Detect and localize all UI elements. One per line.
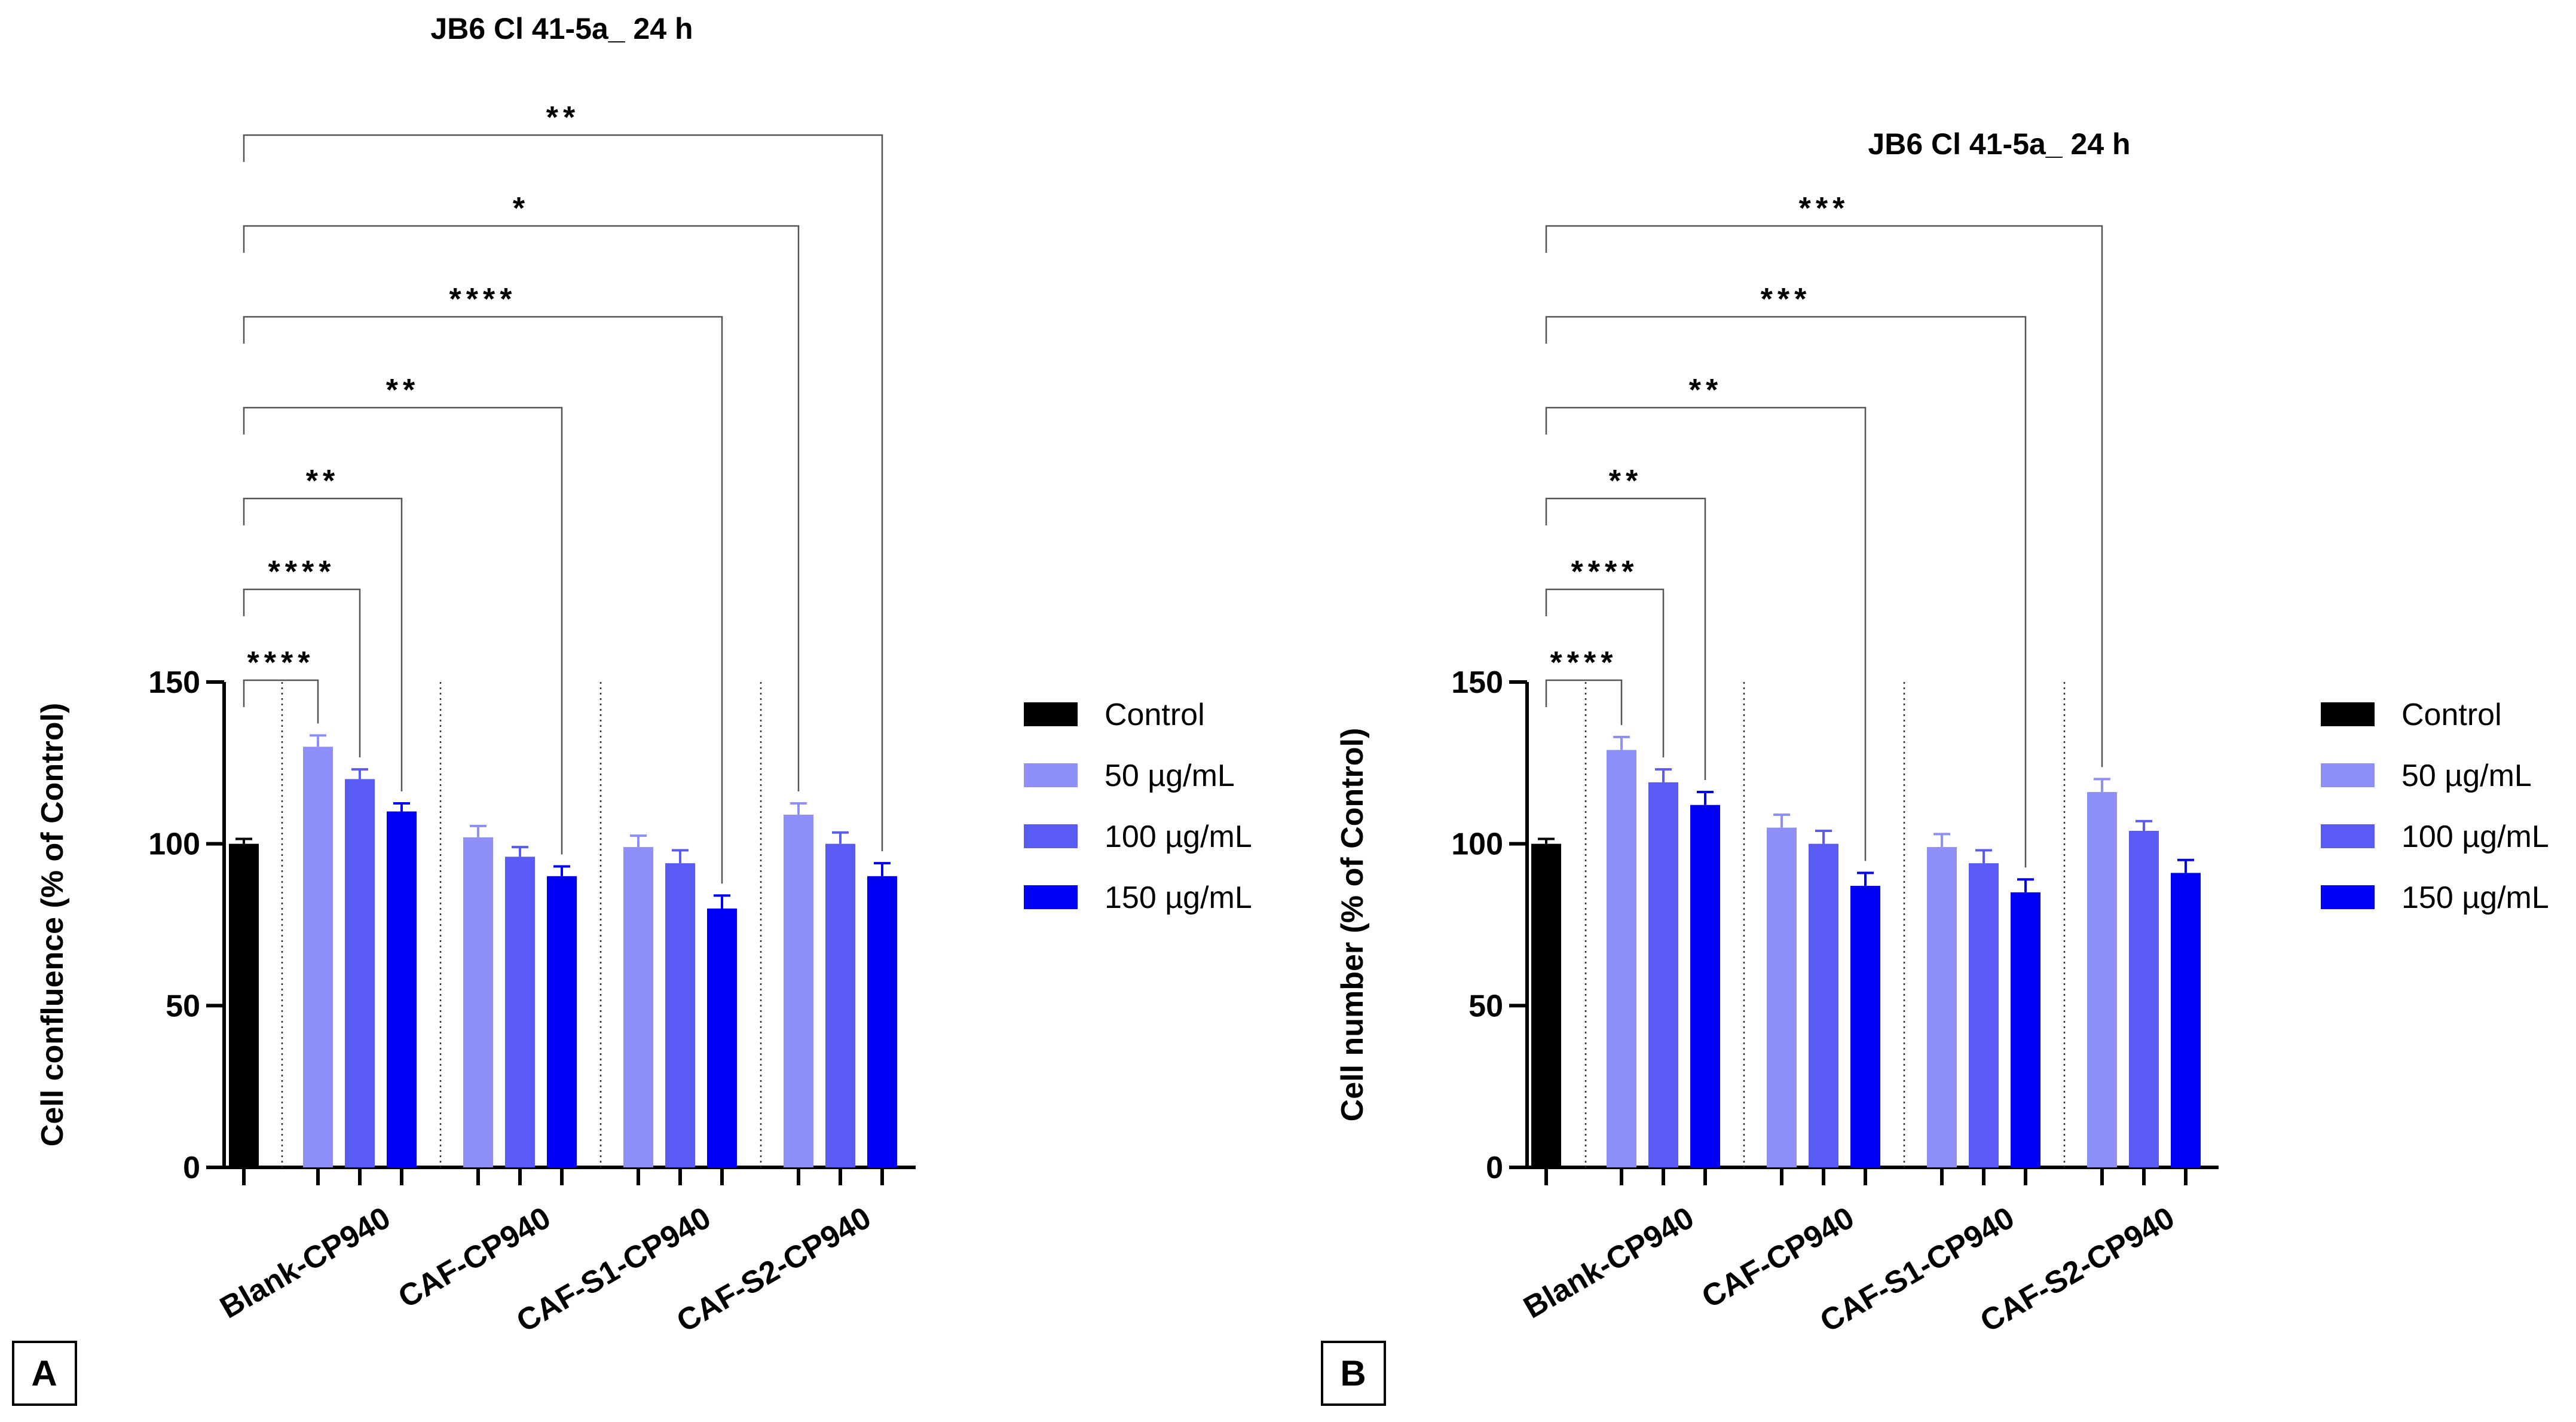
- significance-bracket: [243, 225, 800, 791]
- legend-swatch: [1024, 702, 1078, 726]
- significance-bracket: [1545, 316, 2027, 868]
- significance-bracket: [243, 316, 723, 884]
- panel-label: A: [31, 1353, 57, 1393]
- y-axis-label: Cell number (% of Control): [1335, 728, 1370, 1122]
- legend-entry: Control: [1105, 698, 1205, 732]
- y-tick-label: 100: [1451, 827, 1503, 862]
- x-category-label: Blank-CP940: [1518, 1200, 1700, 1325]
- significance-bracket: [1545, 679, 1623, 726]
- legend-entry: Control: [2401, 698, 2502, 732]
- legend-entry: 100 µg/mL: [1105, 819, 1252, 854]
- bar-caf-s2-cp940-0: [784, 814, 813, 1167]
- bar-caf-s2-cp940-2: [2171, 873, 2201, 1167]
- bar-caf-cp940-0: [1767, 827, 1797, 1167]
- chart-title: JB6 Cl 41-5a_ 24 h: [1868, 127, 2130, 161]
- bar-caf-s2-cp940-0: [2087, 792, 2117, 1167]
- panel-label-box: [1321, 1341, 1386, 1406]
- y-tick-label: 50: [166, 989, 200, 1023]
- significance-bracket: [243, 406, 563, 855]
- significance-label: **: [1609, 464, 1642, 499]
- significance-label: **: [306, 464, 339, 499]
- bar-blank-cp940-2: [1690, 805, 1720, 1167]
- significance-label: *: [513, 191, 530, 226]
- legend-entry: 150 µg/mL: [1105, 880, 1252, 915]
- legend-entry: 150 µg/mL: [2401, 880, 2549, 915]
- bar-blank-cp940-2: [387, 811, 417, 1167]
- bar-blank-cp940-0: [303, 747, 333, 1167]
- significance-bracket: [1545, 225, 2103, 767]
- legend-entry: 100 µg/mL: [2401, 819, 2549, 854]
- significance-label: ****: [1571, 555, 1639, 589]
- significance-label: ****: [247, 646, 315, 680]
- panel-label: B: [1340, 1353, 1366, 1393]
- bar-caf-cp940-1: [1809, 843, 1838, 1167]
- significance-label: ****: [1550, 646, 1618, 680]
- y-tick-label: 150: [1451, 665, 1503, 700]
- legend-entry: 50 µg/mL: [2401, 759, 2532, 793]
- bar-caf-s2-cp940-1: [825, 843, 855, 1167]
- legend-swatch: [1024, 824, 1078, 848]
- significance-label: **: [546, 100, 580, 135]
- bar-control: [229, 843, 259, 1167]
- bar-caf-s2-cp940-1: [2129, 831, 2159, 1167]
- significance-bracket: [243, 588, 361, 758]
- significance-bracket: [243, 134, 883, 852]
- bar-caf-cp940-1: [505, 857, 535, 1167]
- legend-entry: 50 µg/mL: [1105, 759, 1235, 793]
- bar-caf-s1-cp940-2: [707, 908, 737, 1167]
- bar-control: [1531, 843, 1561, 1167]
- significance-label: ***: [1799, 191, 1850, 226]
- chart-panel-B: JB6 Cl 41-5a_ 24 h Cell number (% of Cont…: [1321, 127, 2549, 1406]
- significance-bracket: [243, 497, 403, 791]
- x-category-label: Blank-CP940: [215, 1200, 396, 1325]
- bar-caf-cp940-2: [1850, 886, 1880, 1167]
- chart-title: JB6 Cl 41-5a_ 24 h: [430, 12, 693, 45]
- bar-blank-cp940-1: [1648, 782, 1678, 1167]
- legend-swatch: [2321, 702, 2375, 726]
- legend-swatch: [1024, 763, 1078, 787]
- bar-caf-s2-cp940-2: [867, 876, 897, 1167]
- significance-label: ***: [1761, 282, 1812, 317]
- significance-bracket: [1545, 406, 1867, 861]
- bar-caf-cp940-0: [463, 837, 493, 1167]
- bar-blank-cp940-0: [1607, 750, 1636, 1167]
- significance-bracket: [243, 679, 319, 724]
- y-tick-label: 0: [183, 1151, 200, 1185]
- bar-caf-s1-cp940-0: [1927, 847, 1957, 1167]
- y-tick-label: 50: [1468, 989, 1503, 1023]
- bar-blank-cp940-1: [345, 779, 375, 1167]
- chart-panel-A: JB6 Cl 41-5a_ 24 h Cell confluence (% of …: [12, 12, 1252, 1406]
- bar-caf-s1-cp940-1: [1969, 863, 1999, 1167]
- bar-caf-s1-cp940-0: [623, 847, 653, 1167]
- bar-caf-s1-cp940-1: [665, 863, 695, 1167]
- y-tick-label: 100: [148, 827, 200, 862]
- panel-label-box: [12, 1341, 77, 1406]
- significance-label: **: [1689, 373, 1723, 408]
- legend-swatch: [2321, 885, 2375, 909]
- y-tick-label: 150: [148, 665, 200, 700]
- bar-caf-cp940-2: [547, 876, 577, 1167]
- significance-bracket: [1545, 497, 1706, 781]
- significance-label: ****: [449, 282, 517, 317]
- bar-caf-s1-cp940-2: [2011, 892, 2040, 1167]
- y-tick-label: 0: [1486, 1151, 1503, 1185]
- significance-bracket: [1545, 588, 1665, 758]
- legend-swatch: [2321, 824, 2375, 848]
- legend-swatch: [2321, 763, 2375, 787]
- legend-swatch: [1024, 885, 1078, 909]
- significance-label: **: [386, 373, 420, 408]
- significance-label: ****: [268, 555, 336, 589]
- y-axis-label: Cell confluence (% of Control): [35, 703, 70, 1146]
